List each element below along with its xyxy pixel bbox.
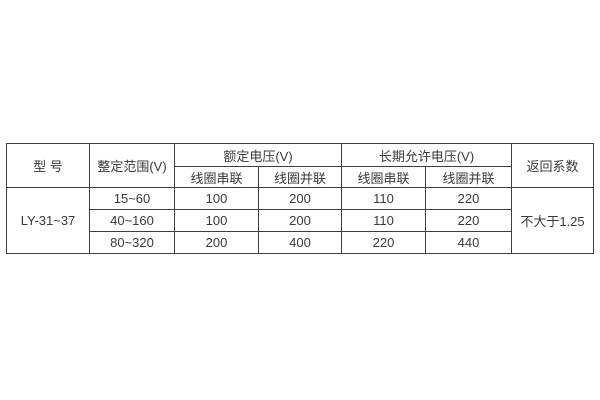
table-row: LY-31~37 15~60 100 200 110 220 不大于1.25 [6,187,594,254]
cell-setting-range: 80~320 [89,231,175,254]
header-allowed-coil-parallel: 线圈并联 [425,166,512,188]
cell-rated-series: 200 [174,231,259,254]
table-row: 80~320 200 400 220 440 [7,231,594,254]
header-rated-voltage: 额定电压(V) [174,143,342,167]
header-rated-coil-parallel: 线圈并联 [258,166,342,188]
cell-rated-parallel: 200 [258,187,342,210]
cell-allowed-parallel: 440 [425,231,512,254]
cell-rated-series: 100 [174,209,259,232]
cell-return-coefficient: 不大于1.25 [511,187,594,254]
cell-rated-parallel: 400 [258,231,342,254]
table-row: 40~160 100 200 110 220 [7,209,594,232]
cell-model: LY-31~37 [6,187,90,254]
header-long-term-allowed-voltage: 长期允许电压(V) [341,143,512,167]
cell-setting-range: 15~60 [89,187,175,210]
cell-allowed-series: 110 [341,209,426,232]
header-rated-coil-series: 线圈串联 [174,166,259,188]
relay-spec-table: 型 号 整定范围(V) 额定电压(V) 长期允许电压(V) 返回系数 线圈串联 … [6,143,594,254]
cell-rated-parallel: 200 [258,209,342,232]
cell-allowed-series: 110 [341,187,426,210]
cell-setting-range: 40~160 [89,209,175,232]
cell-allowed-parallel: 220 [425,187,512,210]
header-return-coefficient: 返回系数 [511,143,594,188]
cell-allowed-series: 220 [341,231,426,254]
cell-allowed-parallel: 220 [425,209,512,232]
header-allowed-coil-series: 线圈串联 [341,166,426,188]
header-setting-range: 整定范围(V) [89,143,175,188]
header-model: 型 号 [6,143,90,188]
cell-rated-series: 100 [174,187,259,210]
